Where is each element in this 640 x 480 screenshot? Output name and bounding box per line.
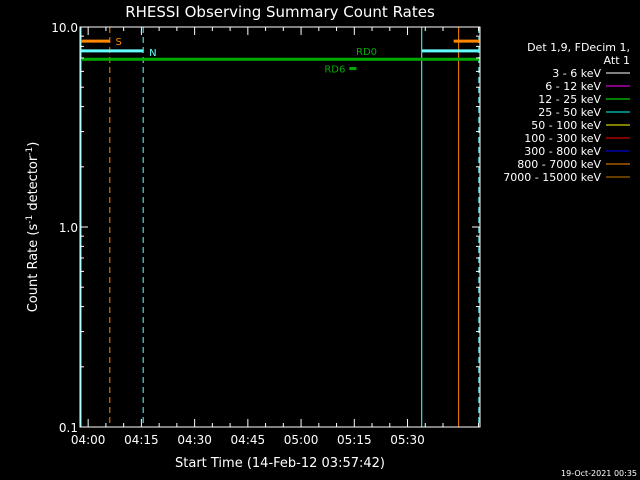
x-tick-label-6: 05:30 [390, 433, 425, 447]
chart-title: RHESSI Observing Summary Count Rates [125, 3, 435, 21]
footer-timestamp: 19-Oct-2021 00:35 [561, 469, 637, 478]
y-axis-label-mid: detector [26, 155, 41, 215]
x-tick-label-5: 05:15 [337, 433, 372, 447]
x-tick-label-3: 04:45 [231, 433, 266, 447]
y-axis-label-exponent-1: -1 [25, 215, 35, 224]
flag-label-4: RD0 [356, 47, 377, 58]
flag-label-5: RD6 [324, 65, 345, 76]
y-tick-label-2: 0.1 [59, 421, 78, 435]
x-tick-label-2: 04:30 [177, 433, 212, 447]
legend-entry-label-2: 12 - 25 keV [538, 93, 601, 106]
legend-entry-label-3: 25 - 50 keV [538, 106, 601, 119]
y-axis-label: Count Rate (s-1 detector-1) [25, 142, 41, 313]
flag-label-0: S [115, 37, 121, 48]
y-axis-label-exponent-2: -1 [25, 147, 35, 156]
y-axis-label-prefix: Count Rate (s [26, 224, 41, 313]
legend-entry-label-5: 100 - 300 keV [524, 132, 601, 145]
legend-entry-label-7: 800 - 7000 keV [517, 158, 601, 171]
y-tick-label-1: 1.0 [59, 221, 78, 235]
legend-entry-label-0: 3 - 6 keV [552, 67, 601, 80]
y-tick-label-0: 10.0 [51, 21, 78, 35]
flag-label-2: N [149, 48, 156, 59]
legend-entry-label-6: 300 - 800 keV [524, 145, 601, 158]
y-axis-label-suffix: ) [26, 142, 41, 147]
legend-header-line-1: Det 1,9, FDecim 1, [527, 41, 630, 54]
legend-header-line-2: Att 1 [604, 54, 630, 67]
plot-frame [79, 26, 481, 428]
x-tick-label-0: 04:00 [71, 433, 106, 447]
legend-entry-label-4: 50 - 100 keV [531, 119, 601, 132]
x-axis-label: Start Time (14-Feb-12 03:57:42) [175, 456, 385, 471]
x-tick-label-1: 04:15 [124, 433, 159, 447]
x-tick-label-4: 05:00 [284, 433, 319, 447]
legend-entry-label-1: 6 - 12 keV [545, 80, 601, 93]
legend-entry-label-8: 7000 - 15000 keV [503, 171, 601, 184]
